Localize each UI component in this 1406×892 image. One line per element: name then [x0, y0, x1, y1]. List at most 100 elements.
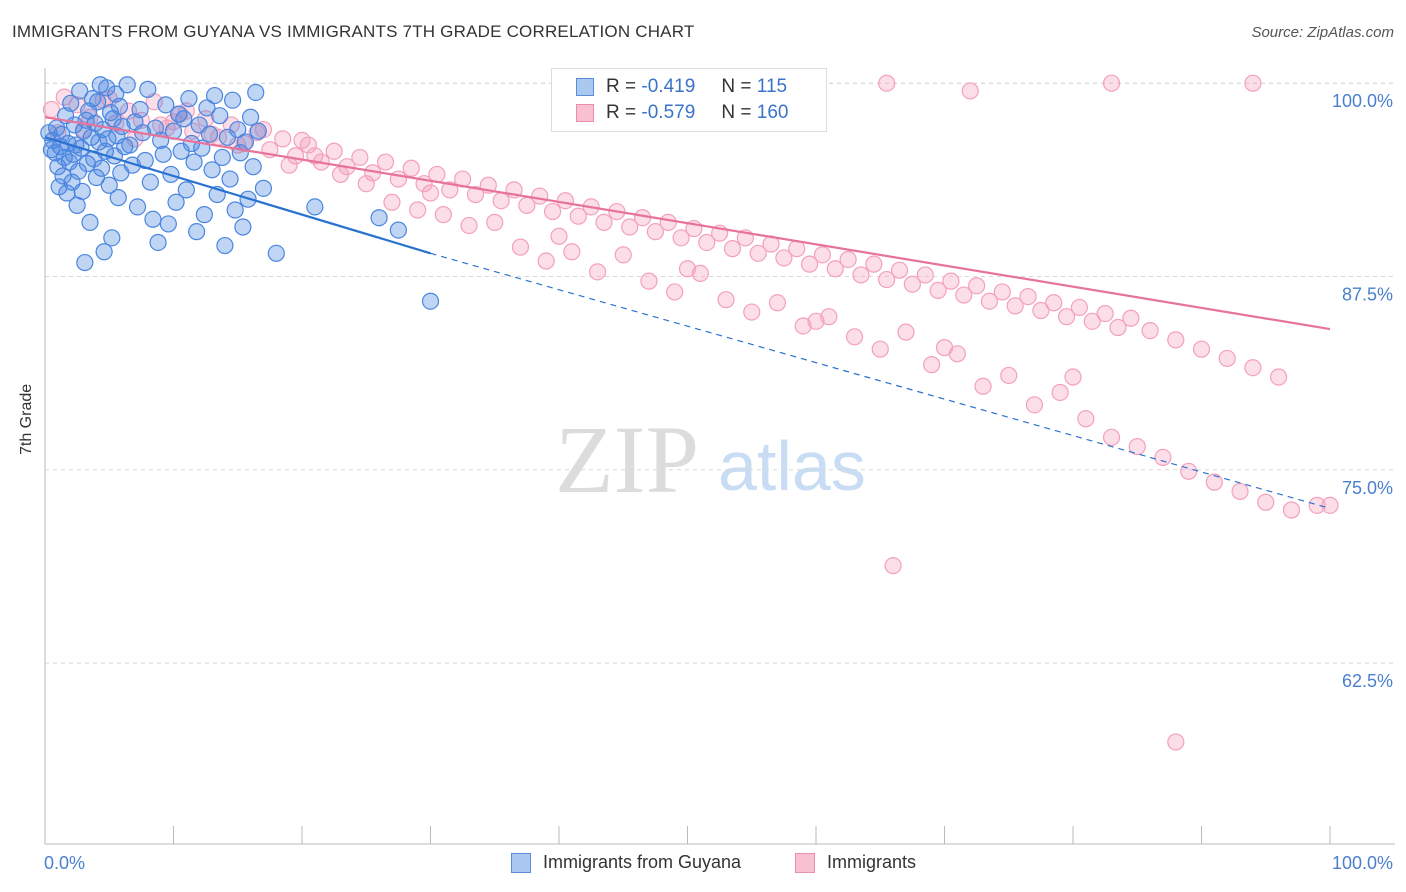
immigrants-point	[441, 181, 459, 199]
guyana-point	[167, 193, 185, 211]
immigrants-point	[1231, 482, 1249, 501]
guyana-point	[170, 105, 188, 123]
immigrants-point	[1154, 448, 1172, 467]
immigrants-point	[1006, 297, 1024, 315]
immigrants-point	[916, 266, 934, 284]
immigrants-point	[1321, 496, 1339, 514]
guyana-point	[154, 145, 172, 163]
immigrants-point	[800, 255, 819, 273]
immigrants-point	[980, 292, 999, 310]
watermark: ZIP atlas	[555, 406, 866, 513]
guyana-point	[54, 167, 72, 185]
immigrants-point	[955, 286, 973, 304]
guyana-point	[139, 80, 157, 98]
guyana-point	[203, 161, 221, 179]
immigrants-point	[1051, 383, 1069, 402]
immigrants-point	[1102, 428, 1121, 446]
guyana-point	[62, 94, 80, 112]
immigrants-point	[280, 156, 298, 174]
guyana-point	[211, 107, 229, 125]
guyana-point	[131, 100, 149, 119]
immigrants-point	[402, 159, 420, 177]
immigrants-point	[672, 229, 690, 247]
guyana-point	[198, 99, 216, 117]
immigrants-point	[1269, 368, 1288, 386]
guyana-point	[159, 215, 177, 233]
immigrants-point	[550, 227, 568, 245]
immigrants-point	[511, 238, 530, 256]
guyana-trend-line	[44, 136, 431, 255]
correlation-legend: R = -0.419 N = 115 R = -0.579 N = 160	[551, 68, 827, 132]
legend-r-value-immigrants: -0.579	[641, 102, 696, 123]
immigrants-point	[871, 340, 889, 358]
immigrants-point	[942, 272, 960, 290]
guyana-point	[73, 182, 91, 201]
immigrants-point	[1192, 340, 1211, 358]
immigrants-point	[531, 187, 549, 205]
guyana-point	[188, 223, 206, 241]
immigrants-point	[1102, 74, 1121, 92]
immigrants-point	[691, 264, 709, 282]
guyana-points	[40, 76, 440, 310]
immigrants-point	[434, 206, 452, 224]
x-tick-label: 100.0%	[1332, 853, 1393, 873]
immigrants-point	[903, 275, 921, 293]
legend-r-value-guyana: -0.419	[641, 76, 696, 97]
legend-swatch-immigrants	[576, 104, 594, 122]
immigrants-point	[492, 192, 510, 210]
guyana-point	[206, 86, 224, 105]
immigrants-point	[351, 148, 369, 167]
immigrants-point	[678, 260, 697, 278]
bottom-legend-immigrants: Immigrants	[795, 852, 916, 873]
immigrants-point	[357, 175, 375, 193]
immigrants-point	[543, 202, 562, 221]
guyana-point	[109, 189, 127, 207]
immigrants-point	[569, 207, 587, 225]
guyana-point	[234, 218, 252, 236]
immigrants-point	[421, 184, 440, 202]
immigrants-point	[878, 74, 896, 92]
trend-lines	[44, 116, 1331, 510]
tick-labels: 100.0% 87.5% 75.0% 62.5% 0.0% 100.0%	[44, 91, 1393, 873]
bottom-legend-swatch-guyana	[511, 852, 531, 873]
guyana-point	[221, 170, 239, 188]
immigrants-point	[852, 266, 870, 284]
legend-n-label: N =	[721, 76, 752, 97]
immigrants-point	[556, 192, 575, 210]
chart-title: IMMIGRANTS FROM GUYANA VS IMMIGRANTS 7TH…	[12, 22, 695, 41]
immigrants-point	[460, 216, 478, 235]
guyana-point	[267, 244, 285, 262]
legend-r-label: R =	[606, 76, 637, 97]
guyana-point	[95, 243, 113, 261]
guyana-point	[224, 91, 242, 109]
immigrants-trend-line	[44, 116, 1331, 331]
bottom-legend-label-immigrants: Immigrants	[827, 852, 917, 872]
guyana-point	[213, 148, 231, 167]
immigrants-point	[749, 244, 767, 262]
immigrants-point	[563, 243, 581, 261]
guyana-point	[254, 179, 273, 197]
immigrants-point	[614, 246, 632, 264]
y-tick-label: 100.0%	[1332, 91, 1393, 111]
legend-n-label: N =	[721, 102, 752, 123]
legend-r-label: R =	[606, 102, 637, 123]
guyana-point	[421, 292, 440, 310]
immigrants-point	[666, 283, 684, 301]
immigrants-point	[897, 323, 915, 341]
immigrants-point	[1064, 368, 1082, 386]
x-tick-label: 0.0%	[44, 853, 85, 873]
immigrants-point	[306, 147, 324, 165]
guyana-point	[249, 122, 267, 140]
legend-swatch-guyana	[576, 78, 594, 96]
immigrants-point	[184, 122, 202, 140]
guyana-point	[60, 153, 79, 171]
immigrants-point	[486, 213, 504, 231]
guyana-point	[92, 159, 111, 177]
immigrants-point	[968, 277, 986, 295]
immigrants-point	[274, 130, 292, 148]
immigrants-point	[974, 377, 992, 395]
guyana-point	[103, 229, 121, 247]
watermark-zip: ZIP	[555, 406, 699, 513]
axes	[44, 68, 1395, 845]
